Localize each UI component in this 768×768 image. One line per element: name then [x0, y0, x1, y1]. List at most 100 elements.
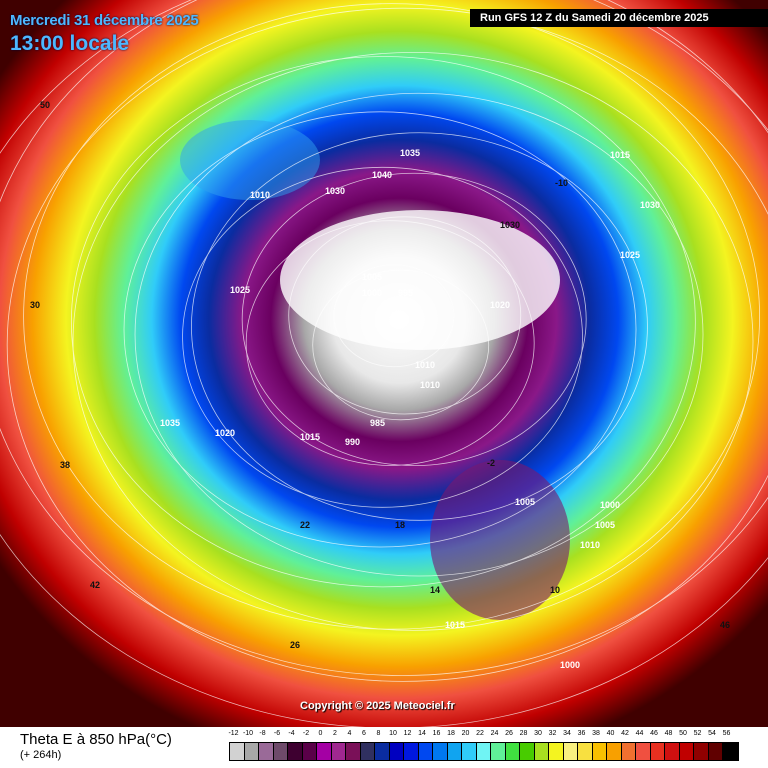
map-value-label: 50 — [40, 100, 51, 110]
isobar — [241, 172, 587, 467]
cold-tongue — [430, 460, 570, 620]
legend-swatch — [621, 743, 636, 760]
legend-swatch — [723, 743, 738, 760]
map-value-label: 1030 — [500, 220, 521, 230]
legend-swatch — [491, 743, 506, 760]
map-value-label: 1010 — [580, 540, 601, 550]
legend-tick: 2 — [333, 730, 337, 737]
legend-swatch — [534, 743, 549, 760]
legend-tick: 4 — [347, 730, 352, 737]
legend-swatch — [360, 743, 375, 760]
forecast-date: Mercredi 31 décembre 2025 — [10, 12, 199, 29]
map-value-label: 10 — [550, 585, 561, 595]
legend-swatch — [708, 743, 723, 760]
legend-swatch — [520, 743, 535, 760]
map-value-label: 1020 — [215, 428, 236, 438]
map-value-label: 1040 — [372, 170, 393, 180]
legend-tick: 46 — [650, 730, 658, 737]
legend-tick: 0 — [318, 730, 323, 737]
theta-e-field — [0, 0, 768, 727]
legend-tick: -2 — [302, 730, 310, 737]
legend-swatch — [288, 743, 303, 760]
map-value-label: 1005 — [362, 272, 383, 282]
legend-tick: -6 — [273, 730, 281, 737]
legend-tick: 16 — [432, 730, 441, 737]
legend-swatches — [229, 742, 739, 761]
legend-tick: -12 — [228, 730, 239, 737]
legend-swatch — [375, 743, 390, 760]
legend-swatch — [592, 743, 607, 760]
isobar — [6, 7, 768, 682]
isobar — [312, 269, 490, 421]
legend-tick: 36 — [577, 730, 586, 737]
legend-swatch — [389, 743, 404, 760]
map-value-label: 1010 — [250, 190, 271, 200]
map-value-label: 985 — [370, 418, 386, 428]
map-value-label: 1035 — [400, 148, 421, 158]
isobar — [288, 216, 522, 415]
map-value-label: 1010 — [415, 360, 436, 370]
legend-tick: 24 — [490, 730, 499, 737]
legend-tick: 52 — [693, 730, 702, 737]
legend-swatch — [259, 743, 274, 760]
isobar — [123, 111, 637, 548]
legend-swatch — [447, 743, 462, 760]
legend-tick: 20 — [461, 730, 470, 737]
map-value-label: 22 — [300, 520, 311, 530]
isobar — [72, 51, 754, 631]
cold-core — [280, 210, 560, 350]
legend-swatch — [317, 743, 332, 760]
isobar — [191, 132, 648, 521]
map-value-label: 1005 — [595, 520, 616, 530]
legend-tick: 6 — [362, 730, 366, 737]
isobar — [70, 56, 696, 588]
legend-swatch — [549, 743, 564, 760]
map-value-label: 26 — [290, 640, 301, 650]
legend-tick: 56 — [722, 730, 731, 737]
legend-tick: 8 — [376, 730, 381, 737]
map-value-label: 990 — [345, 437, 361, 447]
legend-tick: 14 — [418, 730, 426, 737]
legend-swatch — [331, 743, 346, 760]
legend-swatch — [462, 743, 477, 760]
legend-tick: 38 — [592, 730, 600, 737]
legend-swatch — [505, 743, 520, 760]
legend-swatch — [694, 743, 709, 760]
forecast-time: 13:00 locale — [10, 32, 130, 55]
legend-swatch — [273, 743, 288, 760]
legend-swatch — [433, 743, 448, 760]
isobar — [134, 92, 704, 577]
cool-region — [180, 120, 320, 200]
legend-swatch — [476, 743, 491, 760]
map-value-label: 42 — [90, 580, 101, 590]
map-value-label: -2 — [487, 458, 496, 468]
isobar — [245, 220, 535, 466]
legend-swatch — [302, 743, 317, 760]
legend-swatch — [650, 743, 665, 760]
legend-tick: 18 — [447, 730, 455, 737]
map-value-label: 1000 — [560, 660, 581, 670]
legend-swatch — [244, 743, 259, 760]
legend-tick: 22 — [476, 730, 484, 737]
map-value-label: 995 — [398, 288, 414, 298]
map-value-label: 14 — [430, 585, 441, 595]
copyright: Copyright © 2025 Meteociel.fr — [300, 700, 455, 712]
legend-swatch — [665, 743, 680, 760]
map-value-label: 18 — [395, 520, 406, 530]
legend-tick: 10 — [389, 730, 397, 737]
map-value-label: 46 — [720, 620, 731, 630]
legend-swatch — [636, 743, 651, 760]
isobar — [23, 3, 760, 630]
legend-tick: 48 — [664, 730, 673, 737]
legend-tick: 12 — [403, 730, 412, 737]
legend-title: Theta E à 850 hPa(°C) — [20, 731, 172, 748]
legend-tick: 34 — [563, 730, 571, 737]
legend-tick: 54 — [708, 730, 716, 737]
map-value-label: 1030 — [640, 200, 661, 210]
legend-swatch — [404, 743, 419, 760]
isobar — [182, 166, 583, 508]
map-value-label: 1015 — [300, 432, 321, 442]
map-value-label: 1025 — [620, 250, 641, 260]
legend-tick: -4 — [288, 730, 295, 737]
